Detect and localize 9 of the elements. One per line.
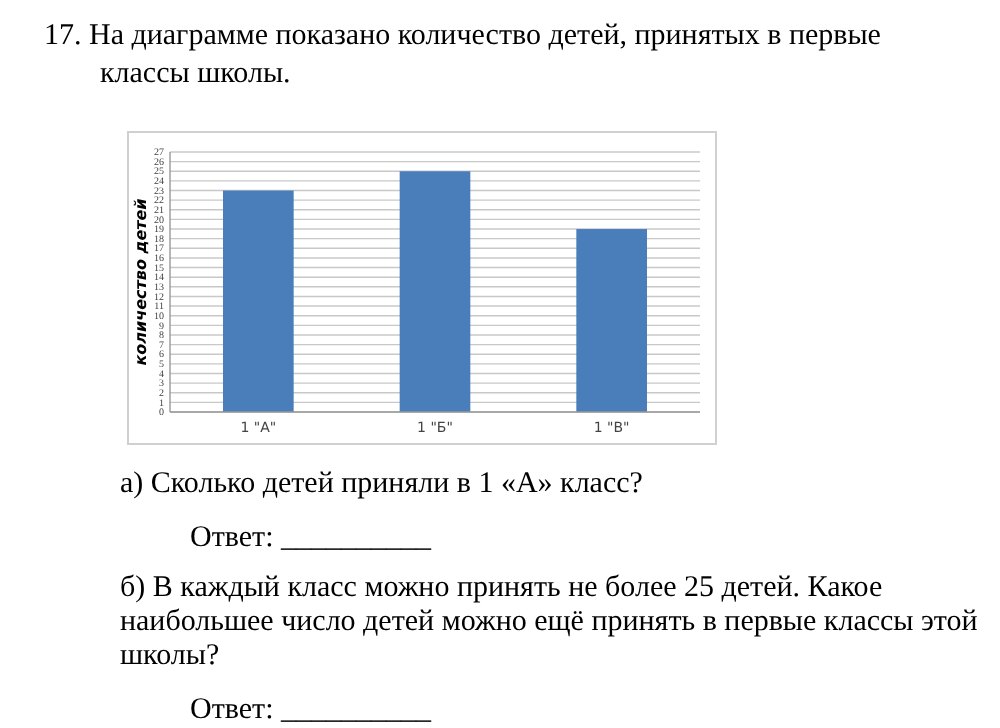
chart-title: 17. На диаграмме показано количество детей, принятых в первые классы школы. xyxy=(44,20,882,90)
text: Ответ: __________ xyxy=(190,522,433,554)
bar xyxy=(223,190,294,412)
text: б) В каждый класс можно принять не более 25 детей. Какое наибольшее число детей можно ещё принять в первые классы этой школы? xyxy=(120,572,978,672)
bar xyxy=(576,229,647,412)
text: Ответ: __________ xyxy=(190,694,433,726)
bar xyxy=(399,171,471,412)
y-axis-title: количество детей xyxy=(132,197,150,366)
text: а) Сколько детей приняли в 1 «А» класс? xyxy=(120,468,644,500)
